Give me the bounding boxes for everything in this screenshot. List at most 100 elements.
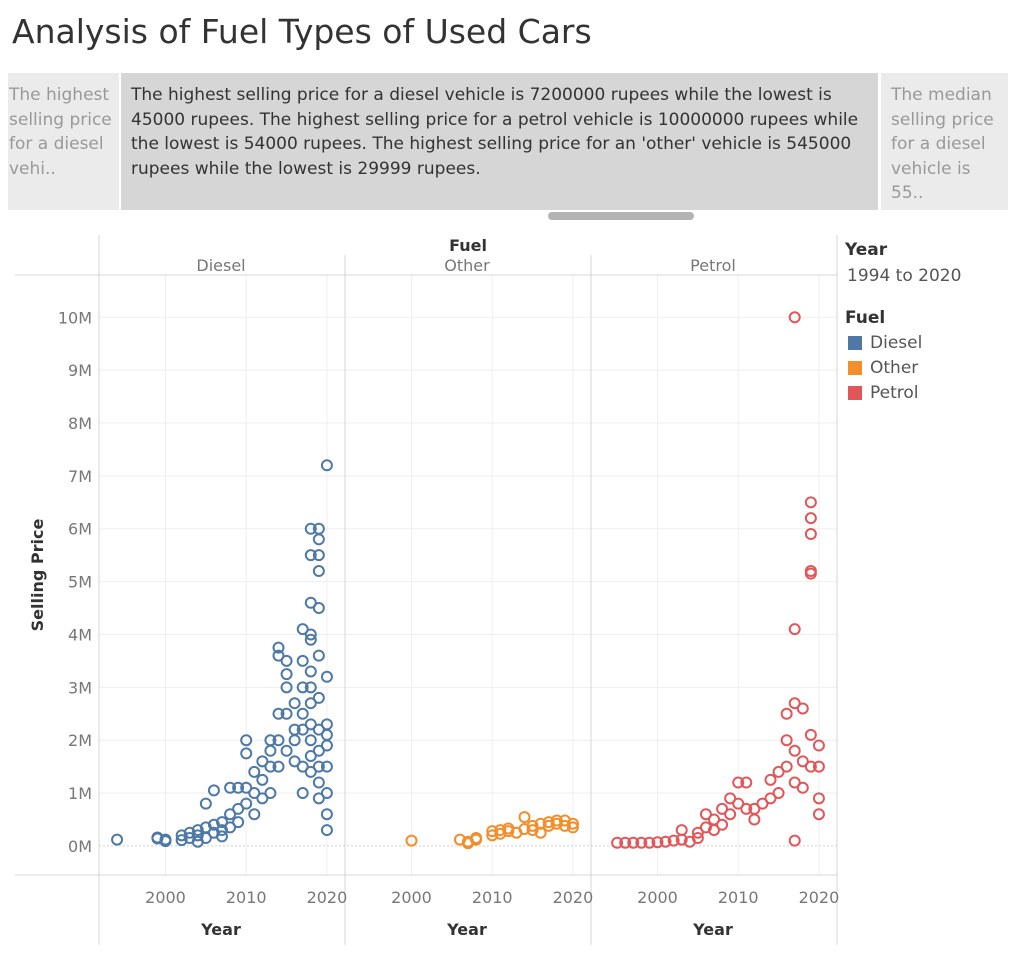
data-point (651, 836, 664, 849)
data-point (812, 792, 825, 805)
data-point (296, 654, 309, 667)
legend-label-other: Other (870, 357, 919, 378)
data-point (724, 808, 737, 821)
data-point (619, 836, 632, 849)
series-petrol (611, 311, 825, 849)
y-tick-label: 2M (68, 731, 92, 750)
data-point (667, 834, 680, 847)
data-point (312, 649, 325, 662)
data-point (772, 765, 785, 778)
legend-swatch-diesel (848, 335, 862, 350)
y-tick-label: 8M (68, 414, 92, 433)
gridlines (99, 275, 837, 875)
data-point (296, 787, 309, 800)
data-point (207, 784, 220, 797)
data-point (788, 311, 801, 324)
chart-frame (15, 235, 838, 945)
data-point (304, 750, 317, 763)
data-point (804, 728, 817, 741)
data-point (304, 681, 317, 694)
story-point-current[interactable]: The highest selling price for a diesel v… (121, 73, 878, 210)
data-point (280, 744, 293, 757)
story-point-previous[interactable]: The highest selling price for a diesel v… (8, 73, 119, 210)
data-point (191, 824, 204, 837)
data-point (542, 816, 555, 829)
data-point (296, 623, 309, 636)
series-other (405, 811, 579, 850)
data-point (732, 776, 745, 789)
data-point (716, 802, 729, 815)
legend-year-range[interactable]: 1994 to 2020 (847, 266, 962, 286)
data-point (111, 833, 124, 846)
y-tick-label: 9M (68, 361, 92, 380)
x-tick-label: 2010 (472, 888, 513, 907)
data-point (312, 565, 325, 578)
data-point (264, 787, 277, 800)
data-point (312, 744, 325, 757)
data-point (304, 596, 317, 609)
data-point (296, 723, 309, 736)
x-axis-label: Year (692, 920, 733, 939)
legend-item-diesel[interactable]: Diesel (848, 332, 1010, 353)
data-point (405, 834, 418, 847)
data-point (470, 833, 483, 846)
data-point (764, 773, 777, 786)
data-point (675, 824, 688, 837)
x-axis-labels: Year Year Year (200, 920, 733, 939)
data-point (788, 744, 801, 757)
data-point (240, 747, 253, 760)
data-point (304, 665, 317, 678)
data-point (627, 836, 640, 849)
y-axis-label: Selling Price (28, 519, 47, 632)
data-point (224, 808, 237, 821)
data-point (240, 797, 253, 810)
story-scrollbar[interactable] (548, 212, 694, 220)
data-point (716, 818, 729, 831)
data-point (812, 760, 825, 773)
facet-title: Fuel (449, 236, 487, 255)
data-point (320, 670, 333, 683)
story-point-next[interactable]: The median selling price for a diesel ve… (881, 73, 1008, 210)
data-point (151, 832, 164, 845)
data-point (772, 787, 785, 800)
data-point (312, 691, 325, 704)
y-tick-label: 1M (68, 784, 92, 803)
panel-header: Diesel (196, 256, 245, 275)
data-point (264, 760, 277, 773)
x-tick-label: 2020 (799, 888, 840, 907)
data-point (788, 776, 801, 789)
data-point (304, 765, 317, 778)
data-point (264, 744, 277, 757)
data-point (312, 760, 325, 773)
data-point (643, 836, 656, 849)
data-point (804, 567, 817, 580)
legend-item-other[interactable]: Other (848, 357, 1010, 378)
data-point (191, 829, 204, 842)
data-point (224, 821, 237, 834)
x-tick-label: 2010 (226, 888, 267, 907)
data-point (232, 802, 245, 815)
legend-swatch-petrol (848, 385, 862, 400)
data-point (518, 811, 531, 824)
data-point (740, 776, 753, 789)
data-point (256, 773, 269, 786)
data-point (804, 496, 817, 509)
legend-year-title: Year (845, 240, 888, 260)
legend-swatch-other (848, 360, 862, 375)
data-point (748, 813, 761, 826)
data-point (272, 641, 285, 654)
data-point (320, 760, 333, 773)
page-title: Analysis of Fuel Types of Used Cars (12, 12, 592, 51)
data-point (183, 826, 196, 839)
data-point (691, 831, 704, 844)
data-point (320, 808, 333, 821)
data-point (788, 834, 801, 847)
x-tick-label: 2010 (718, 888, 759, 907)
data-point (724, 792, 737, 805)
data-point (558, 819, 571, 832)
data-point (812, 739, 825, 752)
data-point (280, 668, 293, 681)
data-point (804, 512, 817, 525)
data-point (699, 821, 712, 834)
legend-item-petrol[interactable]: Petrol (848, 382, 1010, 403)
